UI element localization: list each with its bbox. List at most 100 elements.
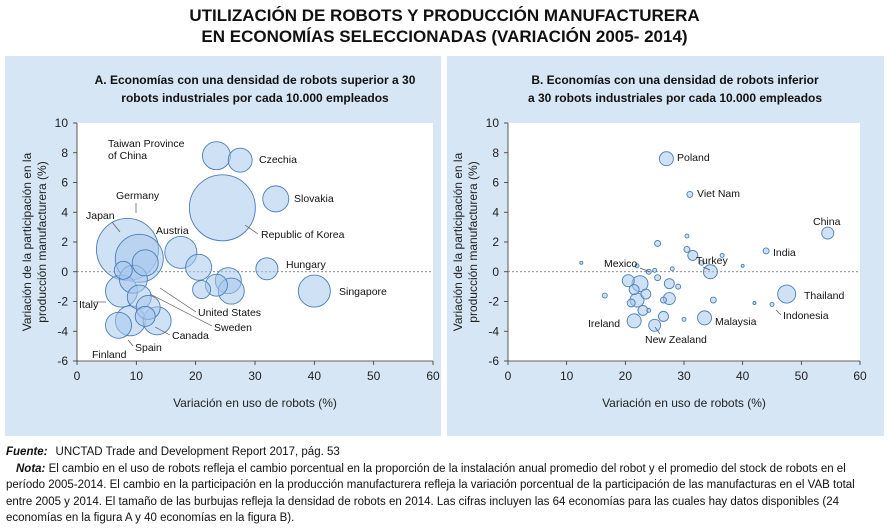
data-label: Italy (79, 299, 99, 311)
bubble-point (628, 284, 640, 296)
bubble-point (686, 190, 694, 198)
bubble-point (621, 274, 635, 288)
data-label: Taiwan Province of China (108, 138, 185, 162)
y-tick-label: -2 (57, 295, 68, 309)
data-label: Canada (172, 330, 209, 342)
y-tick-label: 4 (61, 205, 68, 219)
label-leader-line (127, 339, 134, 347)
data-label: Finland (92, 349, 127, 361)
source-text: UNCTAD Trade and Development Report 2017… (55, 446, 340, 458)
bubble-point (192, 280, 212, 300)
bubble-point (777, 284, 797, 304)
label-leader-line (111, 221, 121, 233)
y-axis-title-line: producción manufacturera (%) (35, 161, 49, 322)
data-label: Germany (116, 190, 160, 202)
x-tick-label: 40 (308, 369, 322, 383)
bubble-point (131, 249, 159, 277)
x-axis-title: Variación en uso de robots (%) (602, 396, 766, 410)
data-label: Viet Nam (697, 188, 740, 200)
chart-title-line2: EN ECONOMÍAS SELECCIONADAS (VARIACIÓN 20… (201, 27, 688, 46)
bubble-point (762, 247, 770, 255)
note-label: Nota: (16, 462, 46, 475)
data-label: China (813, 216, 841, 228)
bubble-point (669, 266, 675, 272)
x-tick-label: 60 (426, 369, 440, 383)
note-text: El cambio en el uso de robots refleja el… (6, 462, 855, 525)
bubble-point (105, 311, 132, 339)
x-tick-label: 0 (505, 369, 512, 383)
bubble-point (255, 257, 279, 281)
x-tick-label: 10 (560, 369, 574, 383)
data-label: New Zealand (645, 334, 707, 346)
chart-title: UTILIZACIÓN DE ROBOTS Y PRODUCCIÓN MANUF… (0, 5, 889, 47)
data-label-line: of China (108, 150, 147, 162)
y-tick-label: -6 (57, 354, 68, 368)
charts-svg: A. Economías con una densidad de robots … (5, 56, 884, 436)
label-leader-line (775, 309, 782, 316)
y-tick-label: -2 (488, 295, 499, 309)
y-tick-label: 2 (61, 235, 68, 249)
bubble-point (687, 249, 699, 261)
notes: Fuente: UNCTAD Trade and Development Rep… (6, 444, 884, 527)
y-axis-title-line: Variación de la participación en la (20, 152, 34, 331)
bubble-point (626, 298, 636, 308)
bubble-point (821, 226, 835, 240)
label-leader-line (159, 287, 197, 313)
data-label: Japan (86, 210, 115, 222)
bubble-point (698, 259, 705, 266)
y-tick-label: -4 (57, 324, 68, 338)
data-label: Ireland (588, 318, 620, 330)
data-label: Thailand (804, 290, 844, 302)
bubble-point (681, 316, 687, 322)
x-tick-label: 20 (619, 369, 633, 383)
bubble-point (201, 141, 231, 171)
bubble-point (658, 310, 669, 322)
bubble-point (185, 253, 213, 281)
bubble-point (654, 274, 662, 282)
bubble-point (684, 233, 690, 239)
bubble-point (769, 302, 775, 307)
y-tick-label: 0 (492, 265, 499, 279)
bubble-point (660, 296, 667, 304)
bubble-point (579, 260, 584, 265)
data-label: United States (198, 307, 261, 319)
bubble-point (134, 305, 156, 327)
x-tick-label: 0 (74, 369, 81, 383)
x-tick-label: 30 (677, 369, 691, 383)
bubble-point (740, 263, 745, 268)
bubble-point (683, 245, 691, 253)
x-tick-label: 60 (853, 369, 867, 383)
bubble-point (646, 307, 652, 313)
y-tick-label: 4 (492, 205, 499, 219)
bubble-point (601, 292, 608, 299)
data-label: Singapore (339, 286, 387, 298)
y-tick-label: 2 (492, 235, 499, 249)
bubble-point (652, 267, 658, 273)
data-label: Czechia (259, 154, 297, 166)
data-label: Indonesia (783, 310, 829, 322)
source-line: Fuente: UNCTAD Trade and Development Rep… (6, 444, 884, 461)
bubble-point (188, 174, 256, 242)
data-label: Slovakia (294, 193, 334, 205)
y-axis-title-line: Variación de la participación en la (451, 152, 465, 331)
bubble-point (113, 260, 133, 280)
data-label: Malaysia (715, 316, 757, 328)
y-tick-label: 6 (61, 176, 68, 190)
x-tick-label: 40 (736, 369, 750, 383)
bubble-point (663, 278, 675, 290)
x-tick-label: 30 (248, 369, 262, 383)
bubble-point (227, 147, 253, 173)
bubble-point (697, 310, 712, 326)
panel-title-line: B. Economías con una densidad de robots … (531, 73, 819, 87)
y-tick-label: -4 (488, 324, 499, 338)
bubble-point (640, 288, 652, 300)
bubble-point (702, 264, 718, 280)
bubble-point (752, 301, 757, 305)
y-tick-label: 10 (486, 116, 500, 130)
y-tick-label: -6 (488, 354, 499, 368)
data-label: Republic of Korea (261, 229, 345, 241)
data-label: Sweden (214, 322, 252, 334)
data-label: Spain (135, 342, 162, 354)
label-leader-line (154, 326, 171, 336)
y-tick-label: 0 (61, 265, 68, 279)
